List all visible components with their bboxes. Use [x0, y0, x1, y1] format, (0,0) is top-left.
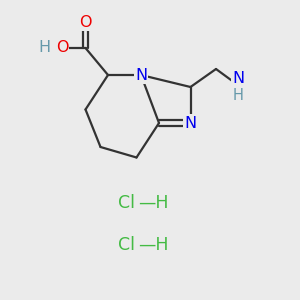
Text: —H: —H	[138, 236, 169, 253]
Text: —H: —H	[138, 194, 169, 211]
Text: N: N	[135, 68, 147, 82]
Text: Cl: Cl	[118, 194, 135, 211]
Text: H: H	[38, 40, 50, 56]
Text: N: N	[184, 116, 196, 130]
Text: O: O	[79, 15, 92, 30]
Text: N: N	[232, 71, 244, 86]
Text: Cl: Cl	[118, 236, 135, 253]
Text: H: H	[233, 88, 244, 104]
Text: O: O	[56, 40, 69, 56]
